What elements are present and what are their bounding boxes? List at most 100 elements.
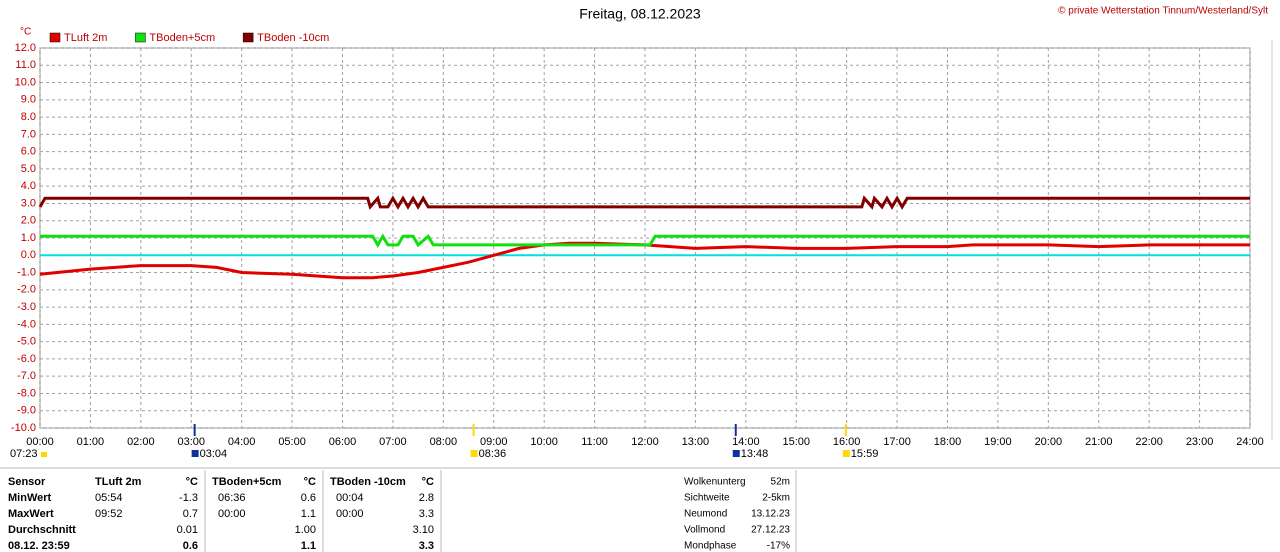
x-tick-label: 23:00 bbox=[1186, 436, 1214, 448]
table-cell: 0.6 bbox=[183, 540, 198, 552]
marker-icon bbox=[41, 452, 47, 457]
marker-label: 08:36 bbox=[479, 448, 507, 460]
y-tick-label: 10.0 bbox=[15, 76, 36, 88]
y-tick-label: -5.0 bbox=[17, 336, 36, 348]
x-tick-label: 01:00 bbox=[77, 436, 105, 448]
x-tick-label: 20:00 bbox=[1035, 436, 1063, 448]
x-tick-label: 02:00 bbox=[127, 436, 155, 448]
y-tick-label: 8.0 bbox=[21, 111, 36, 123]
info-value: 27.12.23 bbox=[751, 525, 790, 536]
table-cell: MinWert bbox=[8, 492, 52, 504]
y-tick-label: -4.0 bbox=[17, 318, 36, 330]
y-tick-label: -7.0 bbox=[17, 370, 36, 382]
x-tick-label: 08:00 bbox=[430, 436, 458, 448]
x-tick-label: 19:00 bbox=[984, 436, 1012, 448]
info-label: Neumond bbox=[684, 509, 727, 520]
y-tick-label: 1.0 bbox=[21, 232, 36, 244]
x-tick-label: 03:00 bbox=[177, 436, 205, 448]
y-tick-label: 3.0 bbox=[21, 197, 36, 209]
legend-label: TLuft 2m bbox=[64, 32, 107, 44]
table-cell: 3.10 bbox=[413, 524, 434, 536]
marker-label: 07:23 bbox=[10, 448, 38, 460]
marker-label: 13:48 bbox=[741, 448, 769, 460]
y-tick-label: 0.0 bbox=[21, 249, 36, 261]
y-tick-label: 9.0 bbox=[21, 94, 36, 106]
x-tick-label: 12:00 bbox=[631, 436, 659, 448]
table-header: °C bbox=[186, 476, 198, 488]
table-cell: 1.1 bbox=[301, 540, 316, 552]
legend-swatch bbox=[242, 32, 254, 43]
x-tick-label: 21:00 bbox=[1085, 436, 1113, 448]
table-cell: Durchschnitt bbox=[8, 524, 76, 536]
y-tick-label: -3.0 bbox=[17, 301, 36, 313]
marker-label: 03:04 bbox=[200, 448, 228, 460]
y-tick-label: -9.0 bbox=[17, 405, 36, 417]
copyright: © private Wetterstation Tinnum/Westerlan… bbox=[1058, 6, 1268, 17]
table-cell: 0.7 bbox=[183, 508, 198, 520]
series-line bbox=[40, 233, 1250, 248]
table-cell: 2.8 bbox=[419, 492, 434, 504]
table-cell: 0.01 bbox=[177, 524, 198, 536]
info-label: Wolkenunterg bbox=[684, 477, 746, 488]
table-header: TBoden -10cm bbox=[330, 476, 406, 488]
table-header: °C bbox=[304, 476, 316, 488]
legend-swatch bbox=[135, 32, 146, 43]
x-tick-label: 06:00 bbox=[329, 436, 357, 448]
table-cell: 1.00 bbox=[295, 524, 316, 536]
marker-icon bbox=[842, 450, 850, 457]
info-label: Mondphase bbox=[684, 541, 737, 552]
x-tick-label: 07:00 bbox=[379, 436, 407, 448]
x-tick-label: 15:00 bbox=[782, 436, 810, 448]
table-cell: MaxWert bbox=[8, 508, 54, 520]
y-tick-label: 5.0 bbox=[21, 163, 36, 175]
x-tick-label: 05:00 bbox=[278, 436, 306, 448]
table-header: TLuft 2m bbox=[95, 476, 142, 488]
marker-icon bbox=[191, 450, 199, 457]
marker-icon bbox=[732, 450, 740, 457]
y-tick-label: 12.0 bbox=[15, 42, 36, 54]
info-label: Vollmond bbox=[684, 525, 725, 536]
table-cell: 0.6 bbox=[301, 492, 316, 504]
series-line bbox=[38, 195, 1250, 210]
y-tick-label: -10.0 bbox=[11, 422, 36, 434]
table-cell: 3.3 bbox=[419, 540, 434, 552]
x-tick-label: 16:00 bbox=[833, 436, 861, 448]
table-cell: 05:54 bbox=[95, 492, 123, 504]
x-tick-label: 09:00 bbox=[480, 436, 508, 448]
x-tick-label: 18:00 bbox=[934, 436, 962, 448]
x-tick-label: 10:00 bbox=[530, 436, 558, 448]
table-header: °C bbox=[422, 476, 434, 488]
y-tick-label: 6.0 bbox=[21, 146, 36, 158]
y-tick-label: -8.0 bbox=[17, 387, 36, 399]
y-unit: °C bbox=[20, 27, 31, 38]
table-header: Sensor bbox=[8, 476, 46, 488]
table-cell: 06:36 bbox=[218, 492, 246, 504]
legend-label: TBoden -10cm bbox=[257, 32, 329, 44]
x-tick-label: 24:00 bbox=[1236, 436, 1264, 448]
legend-label: TBoden+5cm bbox=[149, 32, 215, 44]
y-tick-label: -2.0 bbox=[17, 284, 36, 296]
table-cell: 1.1 bbox=[301, 508, 316, 520]
table-header: TBoden+5cm bbox=[212, 476, 282, 488]
x-tick-label: 13:00 bbox=[682, 436, 710, 448]
legend-swatch bbox=[49, 32, 61, 43]
info-value: -17% bbox=[767, 541, 790, 552]
x-tick-label: 04:00 bbox=[228, 436, 256, 448]
chart-title: Freitag, 08.12.2023 bbox=[579, 6, 701, 22]
x-tick-label: 00:00 bbox=[26, 436, 54, 448]
marker-label: 15:59 bbox=[851, 448, 879, 460]
table-cell: 00:00 bbox=[218, 508, 246, 520]
y-tick-label: -1.0 bbox=[17, 266, 36, 278]
info-value: 52m bbox=[771, 477, 790, 488]
table-cell: 3.3 bbox=[419, 508, 434, 520]
y-tick-label: 7.0 bbox=[21, 128, 36, 140]
info-value: 13.12.23 bbox=[751, 509, 790, 520]
y-tick-label: 4.0 bbox=[21, 180, 36, 192]
marker-icon bbox=[470, 450, 478, 457]
x-tick-label: 11:00 bbox=[581, 436, 608, 448]
table-cell: 00:00 bbox=[336, 508, 364, 520]
info-label: Sichtweite bbox=[684, 493, 730, 504]
table-cell: 09:52 bbox=[95, 508, 123, 520]
